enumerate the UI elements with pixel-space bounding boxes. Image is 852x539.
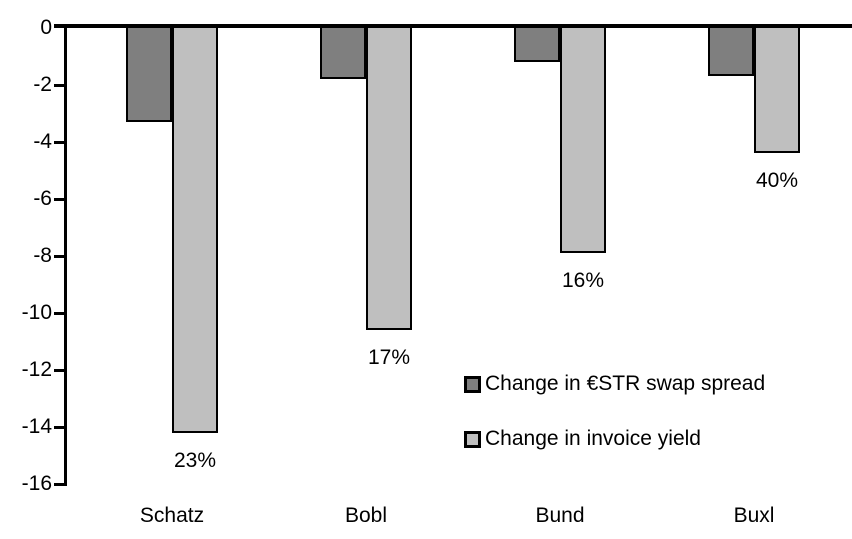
x-category-label-bund: Bund	[535, 504, 585, 527]
y-tick-mark	[54, 425, 67, 429]
y-tick-label: -14	[21, 415, 52, 438]
data-label-bobl: 17%	[367, 346, 411, 370]
bar-bund-invoice-yield	[560, 28, 606, 253]
y-tick-label: -6	[33, 187, 52, 210]
y-tick-label: -2	[33, 73, 52, 96]
y-tick-label: -16	[21, 472, 52, 495]
legend: Change in €STR swap spread Change in inv…	[464, 372, 766, 483]
legend-item-swap-spread: Change in €STR swap spread	[464, 372, 766, 395]
legend-swatch-invoice-yield	[464, 430, 481, 448]
x-category-label-bobl: Bobl	[344, 504, 388, 527]
x-axis-zero-line	[54, 24, 852, 28]
y-tick-label: -4	[33, 130, 52, 153]
y-tick-mark	[54, 311, 67, 315]
y-tick-mark	[54, 254, 67, 258]
y-tick-label: 0	[40, 16, 52, 39]
bar-schatz-swap-spread	[126, 28, 172, 122]
y-tick-mark	[54, 140, 67, 144]
bar-bobl-swap-spread	[320, 28, 366, 79]
y-tick-label: -12	[21, 358, 52, 381]
x-category-label-buxl: Buxl	[733, 504, 775, 527]
y-tick-label: -8	[33, 244, 52, 267]
y-tick-mark	[54, 197, 67, 201]
bar-bobl-invoice-yield	[366, 28, 412, 330]
bar-buxl-invoice-yield	[754, 28, 800, 153]
legend-label-swap-spread: Change in €STR swap spread	[485, 372, 766, 395]
bar-bund-swap-spread	[514, 28, 560, 62]
y-tick-mark	[54, 83, 67, 87]
y-tick-mark	[54, 482, 67, 486]
data-label-bund: 16%	[561, 269, 605, 293]
y-tick-label: -10	[21, 301, 52, 324]
x-category-label-schatz: Schatz	[139, 504, 205, 527]
data-label-schatz: 23%	[173, 448, 217, 472]
legend-label-invoice-yield: Change in invoice yield	[485, 427, 701, 450]
legend-swatch-swap-spread	[464, 375, 481, 393]
data-label-buxl: 40%	[755, 169, 799, 193]
bar-schatz-invoice-yield	[172, 28, 218, 433]
y-tick-mark	[54, 368, 67, 372]
legend-item-invoice-yield: Change in invoice yield	[464, 427, 765, 450]
bar-buxl-swap-spread	[708, 28, 754, 76]
